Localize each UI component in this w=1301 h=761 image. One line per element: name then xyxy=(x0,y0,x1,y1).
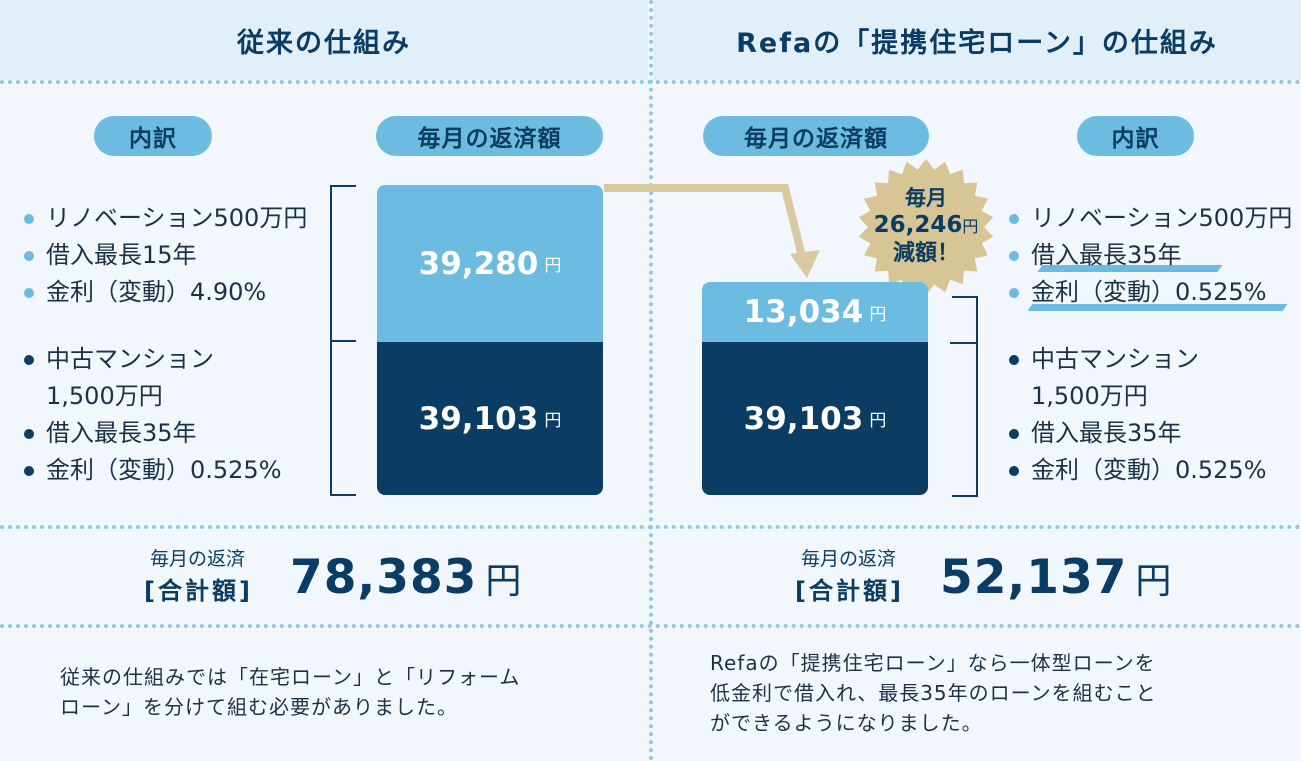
right-bar-house: 39,103 円 xyxy=(702,342,928,495)
yen-label: 円 xyxy=(869,411,887,431)
bullet-icon xyxy=(24,429,34,439)
list-item: 金利（変動）0.525% xyxy=(1005,274,1292,311)
left-note: 従来の仕組みでは「在宅ローン」と「リフォーム ローン」を分けて組む必要がありまし… xyxy=(60,662,520,722)
badge-amount-line: 26,246円 xyxy=(857,212,995,240)
bullet-icon xyxy=(24,288,34,298)
total-main-label: [合計額] xyxy=(144,577,253,605)
bar-value: 39,103 xyxy=(418,400,539,437)
left-total-label: 毎月の返済 [合計額] xyxy=(144,544,253,606)
left-bar-renovation: 39,280 円 xyxy=(377,185,603,342)
list-item: 金利（変動）4.90% xyxy=(20,274,307,311)
left-breakdown-pill: 内訳 xyxy=(94,116,212,156)
badge-amount: 26,246 xyxy=(873,212,963,238)
badge-burst-shape xyxy=(858,159,994,295)
right-monthly-pill: 毎月の返済額 xyxy=(703,116,929,156)
note-line: ができるようになりました。 xyxy=(710,711,983,735)
bullet-icon xyxy=(1009,288,1019,298)
yen-label: 円 xyxy=(485,561,523,602)
total-value: 52,137 xyxy=(940,550,1128,605)
bullet-icon xyxy=(24,355,34,365)
bullet-icon xyxy=(24,214,34,224)
yen-label: 円 xyxy=(544,256,562,276)
bullet-icon xyxy=(1009,466,1019,476)
list-item-continuation: 1,500万円 xyxy=(46,382,163,410)
note-line: 低金利で借入れ、最長35年のローンを組むこと xyxy=(710,681,1157,705)
bar-value: 13,034 xyxy=(743,294,864,330)
total-sub-label: 毎月の返済 xyxy=(150,548,246,570)
arrow-line xyxy=(604,184,809,269)
transition-arrow xyxy=(604,184,820,278)
right-bracket-divider xyxy=(950,342,976,344)
arrow-head-icon xyxy=(790,250,820,278)
list-item: リノベーション500万円 xyxy=(1005,200,1292,237)
list-item: 借入最長35年 xyxy=(1005,415,1267,452)
left-bar-house: 39,103 円 xyxy=(377,342,603,495)
reduction-badge xyxy=(858,159,994,295)
list-item: 中古マンション xyxy=(20,341,282,378)
bullet-icon xyxy=(1009,251,1019,261)
right-reno-list: リノベーション500万円 借入最長35年 金利（変動）0.525% xyxy=(1005,200,1292,311)
right-total-amount: 52,137 円 xyxy=(940,550,1172,605)
badge-line3: 減額！ xyxy=(892,241,959,266)
right-total-label: 毎月の返済 [合計額] xyxy=(795,544,904,606)
note-line: 従来の仕組みでは「在宅ローン」と「リフォーム xyxy=(60,665,521,689)
center-divider xyxy=(649,0,653,761)
list-item: 中古マンション xyxy=(1005,341,1267,378)
yen-label: 円 xyxy=(962,217,979,236)
yen-label: 円 xyxy=(544,411,562,431)
list-item: リノベーション500万円 xyxy=(20,200,307,237)
note-line: ローン」を分けて組む必要がありました。 xyxy=(60,695,458,719)
total-main-label: [合計額] xyxy=(795,577,904,605)
list-item: 借入最長35年 xyxy=(20,415,282,452)
badge-line1: 毎月 xyxy=(905,186,947,210)
right-bracket xyxy=(952,296,978,497)
right-bar-renovation: 13,034 円 xyxy=(702,282,928,342)
left-reno-list: リノベーション500万円 借入最長15年 金利（変動）4.90% xyxy=(20,200,307,311)
badge-text: 毎月 26,246円 減額！ xyxy=(857,185,995,267)
total-value: 78,383 xyxy=(290,550,478,605)
yen-label: 円 xyxy=(1135,561,1173,602)
bullet-icon xyxy=(1009,355,1019,365)
right-note: Refaの「提携住宅ローン」なら一体型ローンを 低金利で借入れ、最長35年のロー… xyxy=(710,648,1157,738)
left-bracket-divider xyxy=(330,340,356,342)
left-total-amount: 78,383 円 xyxy=(290,550,522,605)
bar-value: 39,103 xyxy=(743,400,864,437)
right-breakdown-pill: 内訳 xyxy=(1077,116,1194,156)
right-title: Refaの「提携住宅ローン」の仕組み xyxy=(653,0,1301,80)
left-monthly-pill: 毎月の返済額 xyxy=(376,116,603,156)
list-item: 金利（変動）0.525% xyxy=(1005,452,1267,489)
note-line: Refaの「提携住宅ローン」なら一体型ローンを xyxy=(710,651,1156,675)
left-house-list: 中古マンション 1,500万円 借入最長35年 金利（変動）0.525% xyxy=(20,341,282,489)
bullet-icon xyxy=(24,251,34,261)
list-item: 借入最長15年 xyxy=(20,237,307,274)
yen-label: 円 xyxy=(869,304,887,325)
bullet-icon xyxy=(1009,214,1019,224)
left-title: 従来の仕組み xyxy=(0,0,648,80)
bar-value: 39,280 xyxy=(418,245,539,282)
bullet-icon xyxy=(24,466,34,476)
list-item: 金利（変動）0.525% xyxy=(20,452,282,489)
list-item-continuation: 1,500万円 xyxy=(1031,382,1148,410)
list-item: 借入最長35年 xyxy=(1005,237,1292,274)
total-sub-label: 毎月の返済 xyxy=(801,548,897,570)
right-house-list: 中古マンション 1,500万円 借入最長35年 金利（変動）0.525% xyxy=(1005,341,1267,489)
bullet-icon xyxy=(1009,429,1019,439)
